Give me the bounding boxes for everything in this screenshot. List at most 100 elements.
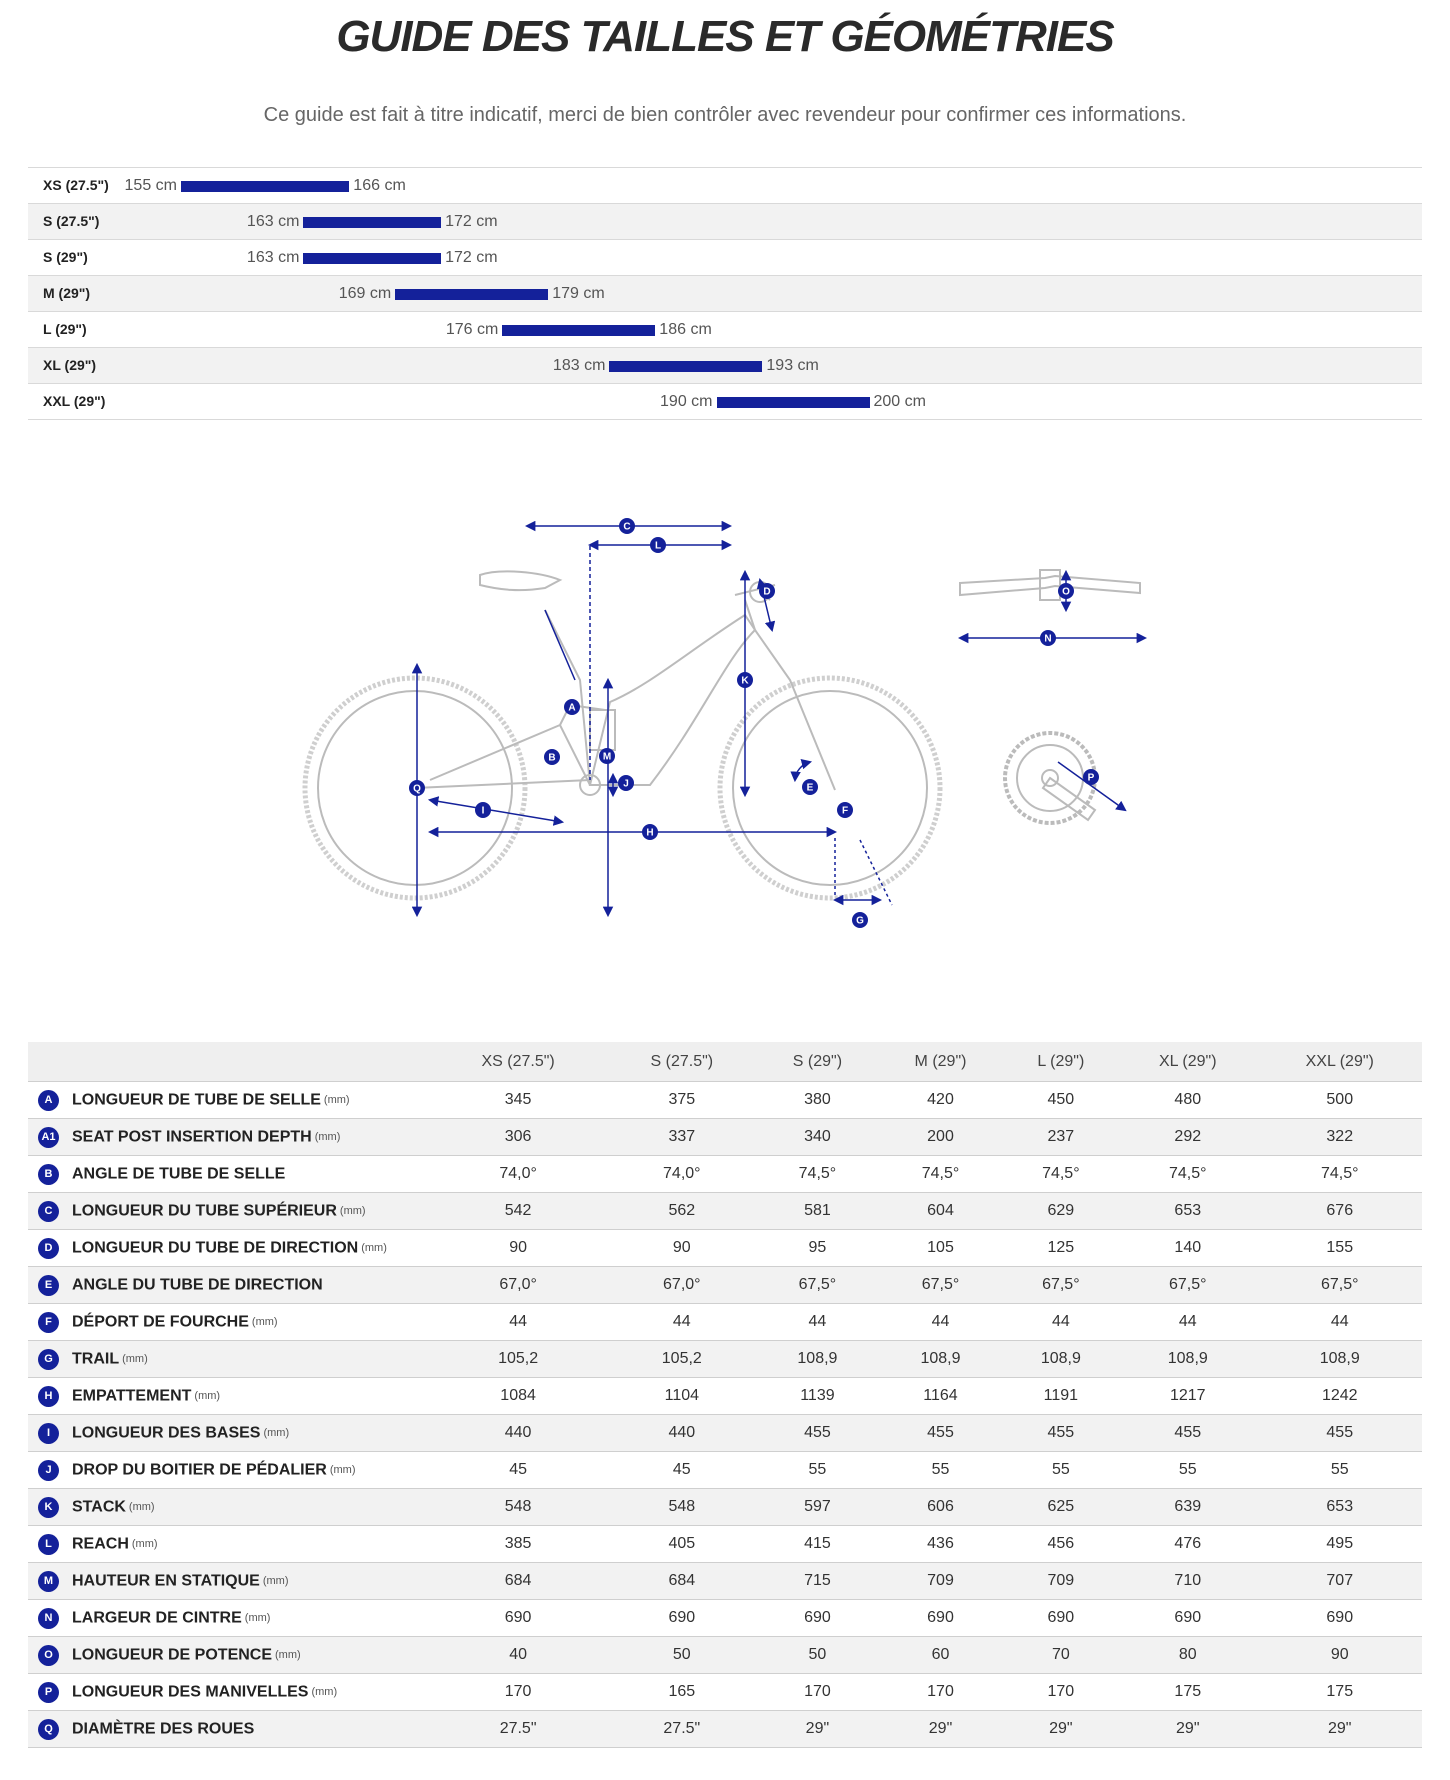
measurement-value: 29": [757, 1710, 878, 1748]
measurement-name-cell: G TRAIL (mm): [28, 1340, 430, 1378]
measurement-name-cell: C LONGUEUR DU TUBE SUPÉRIEUR (mm): [28, 1192, 430, 1230]
measurement-unit: (mm): [329, 1464, 356, 1476]
size-column-header: XL (29"): [1118, 1042, 1258, 1082]
measurement-value: 67,0°: [430, 1266, 607, 1304]
measurement-value: 170: [877, 1673, 1004, 1711]
measurement-value: 322: [1257, 1118, 1422, 1156]
measurement-name-cell: Q DIAMÈTRE DES ROUES: [28, 1710, 430, 1748]
svg-text:P: P: [1088, 773, 1095, 784]
measurement-value: 690: [606, 1599, 758, 1637]
measurement-value: 29": [1003, 1710, 1119, 1748]
measurement-unit: (mm): [275, 1649, 301, 1661]
measurement-code-badge: A: [38, 1089, 59, 1111]
measurement-unit: (mm): [314, 1131, 341, 1143]
size-range-max: 172 cm: [445, 213, 498, 230]
measurement-value: 639: [1118, 1488, 1258, 1526]
measurement-value: 715: [757, 1562, 878, 1600]
measurement-name-cell: J DROP DU BOITIER DE PÉDALIER (mm): [28, 1451, 430, 1489]
measurement-code-badge: K: [38, 1496, 59, 1518]
measurement-value: 45: [430, 1451, 607, 1489]
measurement-value: 684: [430, 1562, 607, 1600]
measurement-value: 90: [606, 1229, 758, 1267]
svg-text:K: K: [741, 676, 749, 687]
size-range-min: 169 cm: [338, 285, 392, 302]
svg-text:N: N: [1044, 634, 1051, 645]
table-row: Q DIAMÈTRE DES ROUES 27.5" 27.5" 29" 29" 29" 29…: [28, 1710, 1422, 1748]
size-range-max: 186 cm: [659, 321, 712, 338]
measurement-name: EMPATTEMENT: [72, 1387, 192, 1404]
size-range-label: XXL (29"): [43, 393, 106, 409]
svg-text:M: M: [603, 752, 611, 763]
measurement-value: 653: [1257, 1488, 1422, 1526]
measurement-value: 200: [877, 1118, 1004, 1156]
svg-text:B: B: [548, 753, 555, 764]
bike-geometry-diagram: A B C D E F G H I J K L M N O P Q: [302, 518, 1148, 928]
measurement-name: LONGUEUR DU TUBE SUPÉRIEUR: [72, 1202, 337, 1219]
measurement-value: 292: [1118, 1118, 1258, 1156]
header-empty: [28, 1042, 430, 1082]
measurement-value: 684: [606, 1562, 758, 1600]
measurement-value: 340: [757, 1118, 878, 1156]
size-range-min: 183 cm: [552, 357, 606, 374]
size-column-header: XXL (29"): [1257, 1042, 1422, 1082]
measurement-value: 45: [606, 1451, 758, 1489]
measurement-value: 690: [430, 1599, 607, 1637]
measurement-value: 67,5°: [1003, 1266, 1119, 1304]
dimension-badges: A B C D E F G H I J K L M N O P Q: [409, 518, 1099, 928]
svg-text:I: I: [482, 806, 485, 817]
size-column-header: M (29"): [877, 1042, 1004, 1082]
measurement-value: 500: [1257, 1081, 1422, 1119]
dimension-lines: [411, 520, 1148, 918]
measurement-code-badge: N: [38, 1607, 59, 1629]
size-range-chart: XS (27.5") 155 cm 166 cm S (27.5") 163 cm 172…: [28, 167, 1422, 420]
measurement-value: 440: [430, 1414, 607, 1452]
measurement-name: DIAMÈTRE DES ROUES: [72, 1720, 255, 1737]
size-range-max: 166 cm: [353, 177, 406, 194]
measurement-unit: (mm): [361, 1242, 387, 1254]
measurement-unit: (mm): [122, 1353, 148, 1365]
size-range-bar: [303, 217, 442, 228]
measurement-value: 415: [757, 1525, 878, 1563]
measurement-code-badge: P: [38, 1681, 59, 1703]
measurement-value: 456: [1003, 1525, 1119, 1563]
measurement-value: 67,5°: [757, 1266, 878, 1304]
size-range-label: XL (29"): [43, 357, 97, 373]
measurement-value: 108,9: [1118, 1340, 1258, 1378]
measurement-code-badge: I: [38, 1422, 59, 1444]
size-range-bar: [395, 289, 549, 300]
measurement-value: 29": [1257, 1710, 1422, 1748]
measurement-name: DÉPORT DE FOURCHE: [72, 1313, 249, 1330]
measurement-unit: (mm): [339, 1205, 366, 1217]
diagram-badge-d: D: [759, 583, 775, 599]
size-range-bar: [181, 181, 350, 192]
measurement-unit: (mm): [262, 1575, 289, 1587]
measurement-value: 70: [1003, 1636, 1119, 1674]
size-column-header: L (29"): [1003, 1042, 1119, 1082]
svg-text:H: H: [646, 828, 653, 839]
measurement-value: 690: [1118, 1599, 1258, 1637]
table-row: D LONGUEUR DU TUBE DE DIRECTION (mm) 90 90 95…: [28, 1229, 1422, 1267]
measurement-name: ANGLE DU TUBE DE DIRECTION: [72, 1276, 323, 1293]
table-row: A1 SEAT POST INSERTION DEPTH (mm) 306 337 340…: [28, 1118, 1422, 1156]
measurement-value: 440: [606, 1414, 758, 1452]
measurement-name: DROP DU BOITIER DE PÉDALIER: [72, 1461, 327, 1478]
svg-text:A: A: [568, 703, 575, 714]
size-range-label: S (27.5"): [43, 213, 100, 229]
measurement-name: TRAIL: [72, 1350, 120, 1367]
measurement-value: 50: [606, 1636, 758, 1674]
measurement-value: 55: [877, 1451, 1004, 1489]
measurement-value: 237: [1003, 1118, 1119, 1156]
measurement-value: 1164: [877, 1377, 1004, 1415]
measurement-name: LONGUEUR DES MANIVELLES: [72, 1683, 309, 1700]
measurement-value: 105,2: [430, 1340, 607, 1378]
size-range-max: 193 cm: [766, 357, 819, 374]
diagram-badge-a: A: [564, 699, 580, 715]
measurement-value: 405: [606, 1525, 758, 1563]
size-range-min: 155 cm: [124, 177, 177, 194]
size-column-header: S (29"): [757, 1042, 878, 1082]
measurement-name: HAUTEUR EN STATIQUE: [72, 1572, 260, 1589]
measurement-name-cell: O LONGUEUR DE POTENCE (mm): [28, 1636, 430, 1674]
diagram-badge-k: K: [737, 672, 753, 688]
measurement-value: 306: [430, 1118, 607, 1156]
measurement-value: 67,5°: [877, 1266, 1004, 1304]
